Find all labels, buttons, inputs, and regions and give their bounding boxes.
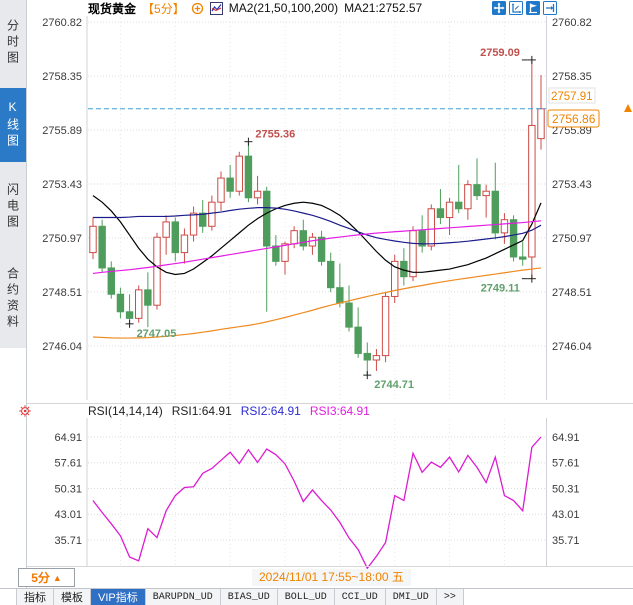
svg-text:2755.89: 2755.89	[42, 125, 82, 137]
sidebar-item-label: 分时图	[5, 19, 20, 67]
tab-boll-ud[interactable]: BOLL_UD	[277, 589, 335, 605]
svg-text:2755.36: 2755.36	[255, 129, 295, 141]
svg-text:2749.11: 2749.11	[481, 283, 520, 295]
period-label: 【5分】	[142, 1, 185, 16]
svg-text:57.61: 57.61	[552, 458, 580, 470]
chart-style-icon[interactable]	[526, 1, 540, 15]
indicator-tabs: 指标 模板 VIP指标 BARUPDN_UD BIAS_UD BOLL_UD CCI_UD D…	[0, 588, 633, 605]
rsi-header: RSI(14,14,14) RSI1:64.91 RSI2:64.91 RSI3…	[88, 404, 370, 418]
sidebar-item-lightning-chart[interactable]: 闪电图	[0, 170, 26, 244]
ma-indicator-label: MA2(21,50,100,200)	[228, 1, 339, 15]
period-selector[interactable]: 5分 ▲	[18, 568, 75, 587]
svg-text:64.91: 64.91	[54, 432, 82, 444]
svg-text:2753.43: 2753.43	[42, 179, 82, 191]
svg-text:35.71: 35.71	[552, 535, 580, 547]
svg-text:57.61: 57.61	[54, 458, 82, 470]
sidebar-background	[0, 0, 26, 348]
rsi3-value: RSI3:64.91	[309, 404, 370, 418]
sidebar-item-contract-info[interactable]: 合约资料	[0, 252, 26, 346]
datetime-label: 2024/11/01 17:55~18:00 五	[252, 569, 411, 586]
svg-text:50.31: 50.31	[54, 483, 82, 495]
svg-text:35.71: 35.71	[54, 535, 82, 547]
axis-scale-icon[interactable]	[509, 1, 523, 15]
period-selector-arrow-icon: ▲	[52, 572, 62, 583]
tab-templates[interactable]: 模板	[54, 589, 91, 605]
ma-line-MA100	[92, 220, 542, 275]
ma21-value: MA21:2752.57	[344, 1, 423, 15]
rsi-title: RSI(14,14,14)	[88, 404, 163, 418]
tab-barupdn-ud[interactable]: BARUPDN_UD	[145, 589, 221, 605]
svg-text:2750.97: 2750.97	[42, 233, 82, 245]
pan-icon[interactable]	[492, 1, 506, 15]
rsi-settings-icon[interactable]	[18, 404, 32, 423]
svg-text:2746.04: 2746.04	[42, 341, 82, 353]
sidebar-item-time-share-chart[interactable]: 分时图	[0, 6, 26, 80]
ma-line-MA21	[92, 195, 542, 276]
sidebar-item-label: 合约资料	[5, 267, 20, 331]
rsi-indicator-chart[interactable]: 64.91 64.91 57.61 57.61 50.31 50.31 43.01 43.01…	[54, 418, 580, 570]
chart-header: 现货黄金 【5分】 MA2(21,50,100,200) MA21:2752.5…	[88, 0, 422, 16]
sidebar-item-label: K线图	[5, 100, 20, 150]
tab-dmi-ud[interactable]: DMI_UD	[385, 589, 437, 605]
svg-text:2753.43: 2753.43	[552, 179, 592, 191]
svg-text:50.31: 50.31	[552, 483, 580, 495]
svg-text:2758.35: 2758.35	[552, 71, 592, 83]
rsi1-value: RSI1:64.91	[171, 404, 232, 418]
bottom-separator	[27, 566, 633, 567]
svg-text:64.91: 64.91	[552, 432, 580, 444]
svg-text:2746.04: 2746.04	[552, 341, 592, 353]
tab-bias-ud[interactable]: BIAS_UD	[220, 589, 278, 605]
svg-text:43.01: 43.01	[552, 509, 580, 521]
svg-text:2755.89: 2755.89	[552, 125, 592, 137]
svg-text:2760.82: 2760.82	[42, 17, 82, 29]
svg-text:2748.51: 2748.51	[42, 287, 82, 299]
reference-price-label: 2757.91	[551, 91, 593, 103]
ma-line-MA50	[93, 207, 542, 245]
svg-text:2758.35: 2758.35	[42, 71, 82, 83]
tab-vip-indicators[interactable]: VIP指标	[91, 589, 146, 605]
svg-text:2747.05: 2747.05	[137, 328, 177, 340]
price-marker-icon	[624, 104, 632, 112]
svg-text:2760.82: 2760.82	[552, 17, 592, 29]
chart-toolbar	[492, 1, 557, 15]
symbol-label: 现货黄金	[88, 1, 137, 16]
svg-text:2759.09: 2759.09	[480, 47, 520, 59]
tab-indicators[interactable]: 指标	[17, 589, 54, 605]
current-price-label: 2756.86	[552, 112, 596, 126]
svg-text:2748.51: 2748.51	[552, 287, 592, 299]
rsi2-value: RSI2:64.91	[240, 404, 301, 418]
tab-spacer	[0, 589, 17, 605]
sidebar-item-label: 闪电图	[5, 183, 20, 231]
add-compare-icon[interactable]	[191, 2, 204, 15]
svg-text:43.01: 43.01	[54, 509, 82, 521]
sidebar-item-kline-chart[interactable]: K线图	[0, 88, 26, 162]
pop-out-icon[interactable]	[543, 1, 557, 15]
svg-text:2744.71: 2744.71	[374, 379, 414, 391]
tab-more-tabs[interactable]: >>	[436, 589, 464, 605]
ma-line-MA200	[92, 267, 542, 339]
svg-text:2750.97: 2750.97	[552, 233, 592, 245]
rsi-line	[92, 436, 542, 570]
left-sidebar: 分时图 K线图闪电图合约资料	[0, 0, 27, 605]
main-candlestick-chart[interactable]: 2760.82 2760.82 2758.35 2758.35 2755.89 2755.…	[27, 16, 633, 404]
period-selector-label: 5分	[31, 571, 50, 585]
tab-cci-ud[interactable]: CCI_UD	[334, 589, 386, 605]
indicator-icon[interactable]	[209, 1, 223, 15]
